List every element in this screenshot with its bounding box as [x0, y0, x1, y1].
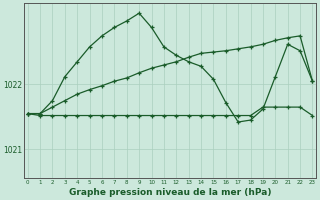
X-axis label: Graphe pression niveau de la mer (hPa): Graphe pression niveau de la mer (hPa) [69, 188, 271, 197]
